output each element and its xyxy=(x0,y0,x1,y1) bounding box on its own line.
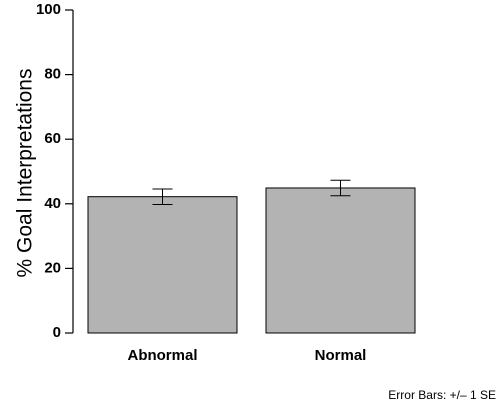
error-bars-note: Error Bars: +/– 1 SE xyxy=(388,388,496,402)
axis-layer: 0 20 40 60 80 100 xyxy=(36,1,74,341)
label-layer: Abnormal Normal xyxy=(127,347,366,364)
bar-abnormal xyxy=(87,196,238,334)
bar-layer xyxy=(87,179,416,334)
y-tick-label: 80 xyxy=(44,66,61,83)
y-tick-label: 40 xyxy=(44,195,61,212)
bar-normal xyxy=(265,187,416,334)
x-category-label: Abnormal xyxy=(127,347,197,364)
y-tick-label: 100 xyxy=(36,1,61,18)
y-tick-label: 60 xyxy=(44,130,61,147)
y-axis-title: % Goal Interpretations xyxy=(14,69,37,278)
x-category-label: Normal xyxy=(315,347,367,364)
y-tick-label: 20 xyxy=(44,259,61,276)
y-tick-label: 0 xyxy=(53,324,61,341)
